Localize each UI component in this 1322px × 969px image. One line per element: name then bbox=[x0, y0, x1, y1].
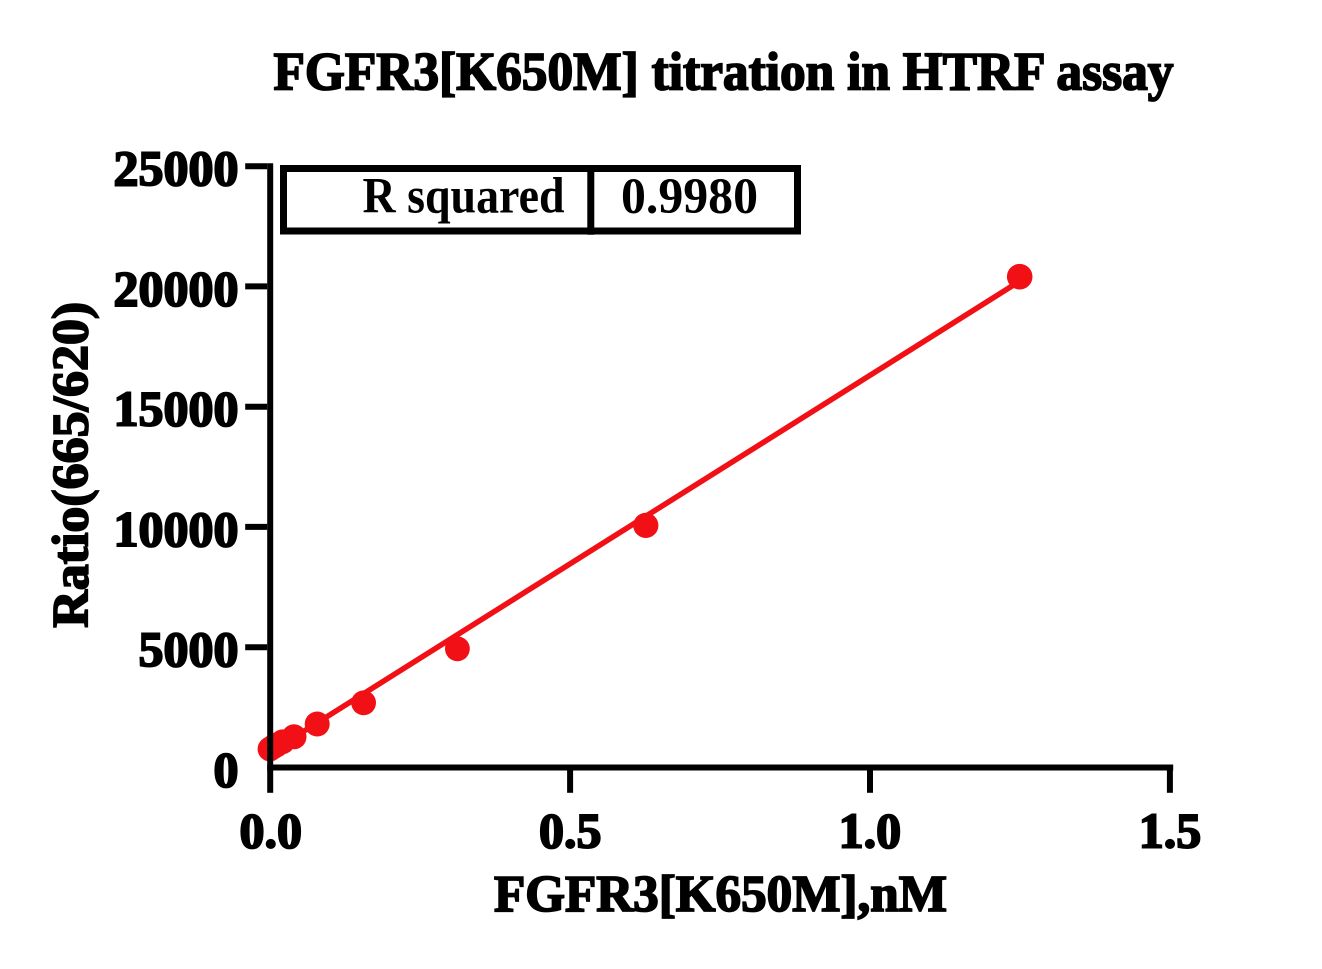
svg-text:0.0: 0.0 bbox=[240, 803, 303, 859]
svg-text:5000: 5000 bbox=[139, 621, 239, 677]
svg-text:1.0: 1.0 bbox=[839, 803, 902, 859]
svg-text:1.5: 1.5 bbox=[1139, 803, 1202, 859]
svg-text:0: 0 bbox=[214, 741, 239, 797]
svg-text:20000: 20000 bbox=[114, 260, 239, 316]
svg-text:FGFR3[K650M] titration in HTRF: FGFR3[K650M] titration in HTRF assay bbox=[274, 42, 1174, 102]
svg-text:FGFR3[K650M],nM: FGFR3[K650M],nM bbox=[494, 866, 947, 923]
svg-text:Ratio(665/620): Ratio(665/620) bbox=[44, 302, 100, 628]
svg-text:25000: 25000 bbox=[114, 140, 239, 196]
svg-text:15000: 15000 bbox=[114, 381, 239, 437]
svg-text:0.5: 0.5 bbox=[539, 803, 602, 859]
svg-text:0.9980: 0.9980 bbox=[621, 169, 758, 225]
svg-text:R squared: R squared bbox=[363, 169, 565, 225]
svg-text:10000: 10000 bbox=[114, 501, 239, 557]
